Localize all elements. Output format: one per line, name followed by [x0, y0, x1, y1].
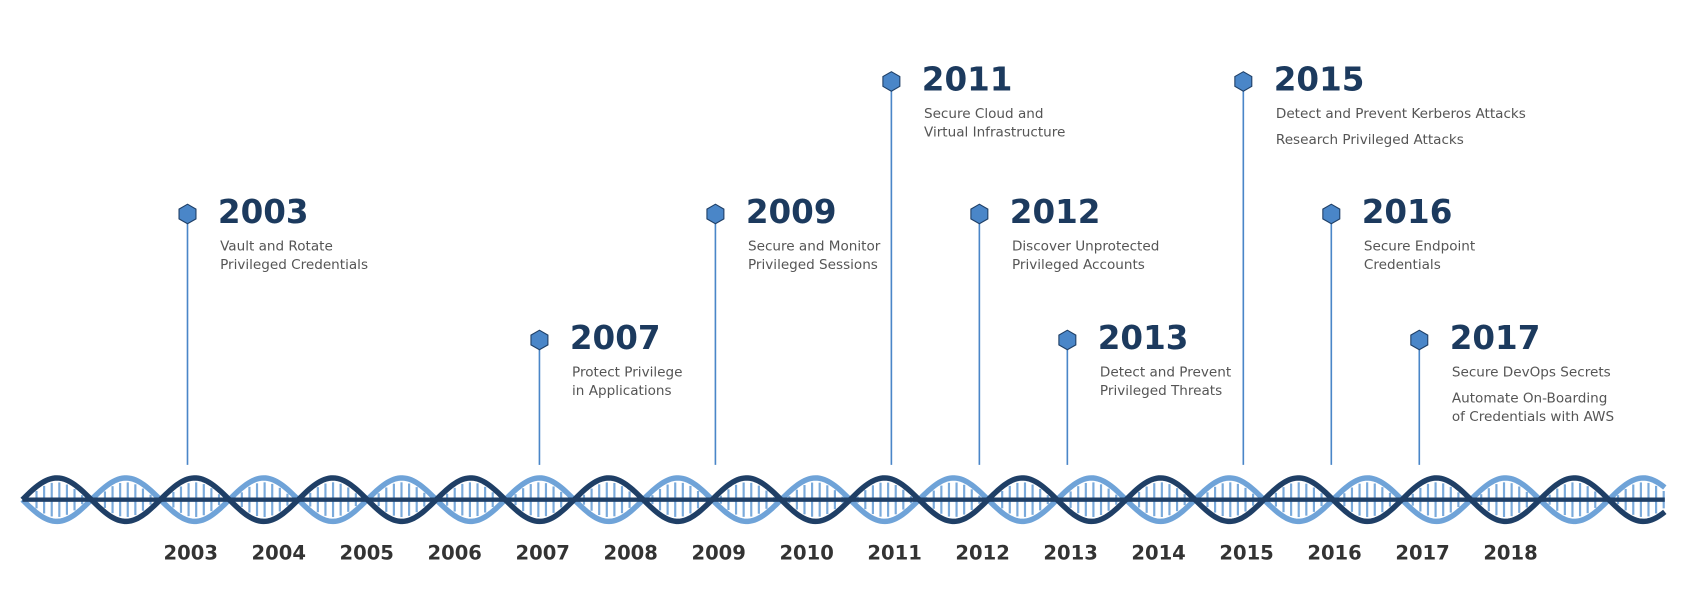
- marker: [1410, 329, 1429, 351]
- axis-year: 2010: [779, 541, 833, 564]
- event-text: Privileged Threats: [1100, 383, 1222, 399]
- event: 2015 Detect and Prevent Kerberos Attacks R…: [1234, 60, 1526, 465]
- event-year: 2011: [922, 60, 1013, 98]
- event-text: Automate On-Boarding: [1452, 391, 1608, 407]
- event-text: Credentials: [1364, 257, 1441, 273]
- axis-year: 2018: [1483, 541, 1537, 564]
- axis-year: 2011: [867, 541, 921, 564]
- marker: [178, 203, 197, 225]
- event-text: Secure Cloud and: [924, 106, 1044, 122]
- marker: [1234, 71, 1253, 92]
- axis-year: 2005: [340, 541, 394, 564]
- event-year: 2013: [1098, 319, 1189, 357]
- event-text: Discover Unprotected: [1012, 239, 1159, 255]
- event: 2017 Secure DevOps Secrets Automate On-Boa…: [1410, 319, 1614, 465]
- event-text: in Applications: [572, 383, 672, 399]
- event-text: Privileged Credentials: [220, 257, 368, 273]
- event-text: Research Privileged Attacks: [1276, 132, 1464, 148]
- event-text: Secure Endpoint: [1364, 239, 1475, 255]
- event-year: 2009: [746, 193, 837, 231]
- event: 2003 Vault and Rotate Privileged Credentia…: [178, 193, 368, 465]
- marker: [706, 203, 725, 225]
- axis-year: 2017: [1395, 541, 1449, 564]
- event-year: 2012: [1010, 193, 1101, 231]
- helix: [20, 475, 1667, 525]
- event-year: 2007: [570, 319, 661, 357]
- event: 2009 Secure and Monitor Privileged Session…: [706, 193, 881, 465]
- event-text: Privileged Accounts: [1012, 257, 1145, 273]
- event: 2016 Secure Endpoint Credentials: [1322, 193, 1475, 465]
- event: 2011 Secure Cloud and Virtual Infrastructu…: [882, 60, 1065, 465]
- marker: [1058, 329, 1077, 351]
- event-text: Secure DevOps Secrets: [1452, 365, 1611, 381]
- axis-year: 2004: [252, 541, 306, 564]
- axis-year: 2008: [603, 541, 657, 564]
- marker: [1322, 203, 1341, 225]
- axis-year: 2012: [955, 541, 1009, 564]
- marker: [882, 71, 901, 92]
- event-text: of Credentials with AWS: [1452, 409, 1614, 425]
- marker: [970, 203, 989, 225]
- event-text: Detect and Prevent: [1100, 365, 1231, 381]
- event-text: Detect and Prevent Kerberos Attacks: [1276, 106, 1526, 122]
- axis-year: 2007: [515, 541, 569, 564]
- event-year: 2003: [218, 193, 309, 231]
- event: 2007 Protect Privilege in Applications: [530, 319, 682, 465]
- axis-bar: [22, 497, 1665, 502]
- event-year: 2016: [1362, 193, 1453, 231]
- axis-year: 2014: [1131, 541, 1185, 564]
- event-year: 2015: [1274, 60, 1365, 98]
- axis-year: 2009: [691, 541, 745, 564]
- axis-year: 2006: [428, 541, 482, 564]
- event-year: 2017: [1450, 319, 1541, 357]
- event-text: Virtual Infrastructure: [924, 125, 1065, 141]
- event-text: Protect Privilege: [572, 365, 682, 381]
- axis-year: 2015: [1219, 541, 1273, 564]
- event: 2013 Detect and Prevent Privileged Threats: [1058, 319, 1231, 465]
- event-text: Secure and Monitor: [748, 239, 881, 255]
- event-text: Privileged Sessions: [748, 257, 878, 273]
- event-text: Vault and Rotate: [220, 239, 333, 255]
- axis-year: 2013: [1043, 541, 1097, 564]
- axis-year: 2003: [164, 541, 218, 564]
- marker: [530, 329, 549, 351]
- event: 2012 Discover Unprotected Privileged Accou…: [970, 193, 1159, 465]
- axis-year: 2016: [1307, 541, 1361, 564]
